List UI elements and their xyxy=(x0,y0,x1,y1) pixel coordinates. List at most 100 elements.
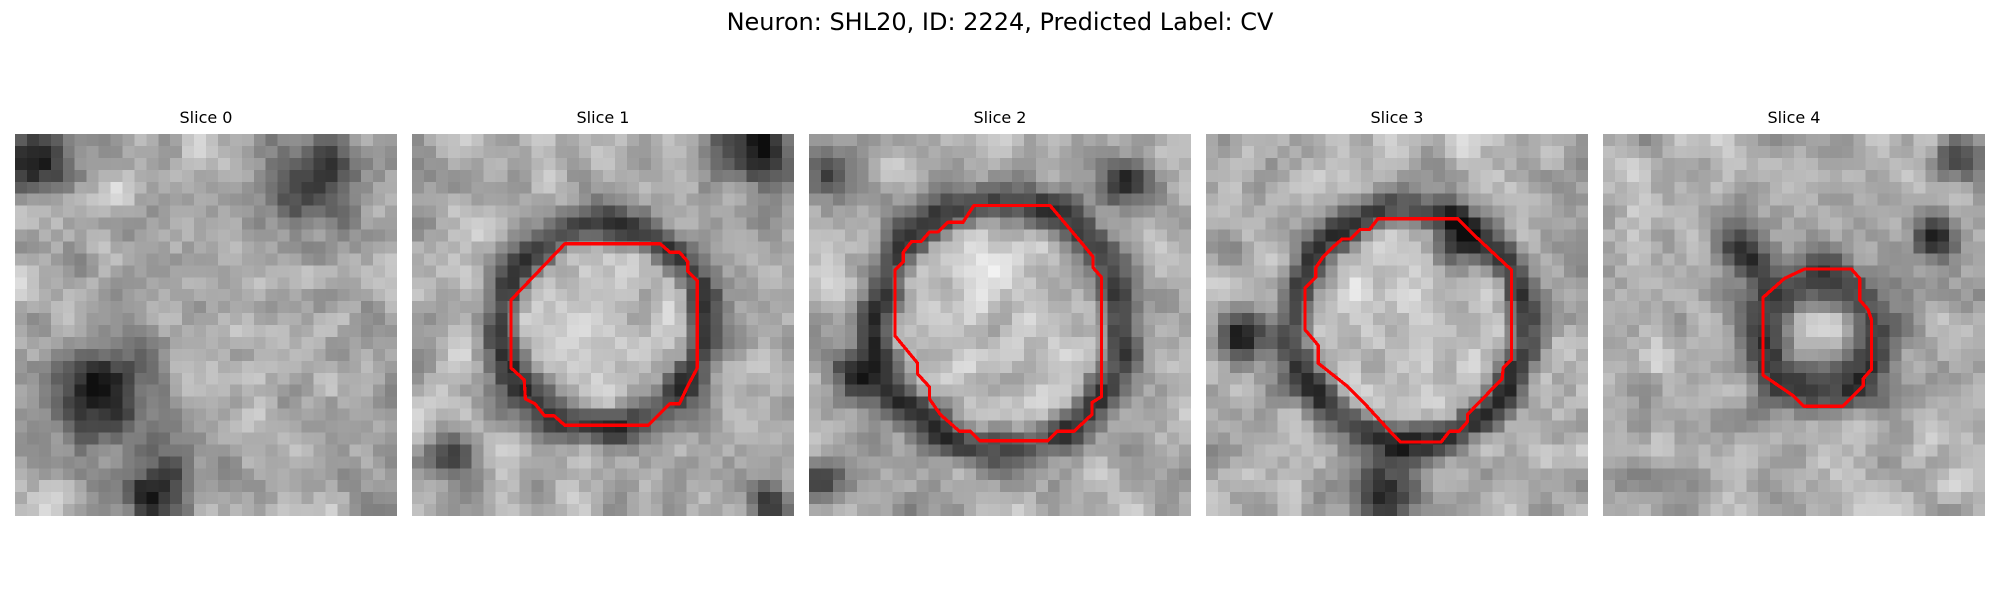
pixel xyxy=(638,277,651,290)
pixel xyxy=(892,348,905,362)
pixel xyxy=(253,408,266,421)
pixel xyxy=(531,504,544,516)
pixel xyxy=(146,193,159,206)
pixel xyxy=(591,229,604,242)
pixel xyxy=(110,348,123,362)
pixel xyxy=(1301,313,1314,326)
pixel xyxy=(1734,205,1747,218)
pixel xyxy=(1949,313,1962,326)
pixel xyxy=(1265,157,1278,171)
pixel xyxy=(1289,181,1302,194)
pixel xyxy=(253,480,266,493)
pixel xyxy=(206,289,219,302)
pixel xyxy=(1480,360,1493,373)
pixel xyxy=(373,241,386,254)
pixel xyxy=(1516,384,1529,397)
pixel xyxy=(50,408,63,421)
pixel xyxy=(1217,253,1231,266)
pixel xyxy=(241,229,254,242)
pixel xyxy=(1516,205,1529,218)
pixel xyxy=(373,325,386,338)
pixel xyxy=(1603,193,1616,206)
pixel xyxy=(1638,134,1651,147)
pixel xyxy=(758,217,771,230)
pixel xyxy=(50,336,63,350)
pixel xyxy=(782,432,794,445)
pixel xyxy=(1432,301,1445,314)
pixel xyxy=(1143,336,1156,350)
pixel xyxy=(86,468,99,481)
pixel xyxy=(579,468,592,481)
pixel xyxy=(722,289,735,302)
pixel xyxy=(856,253,869,266)
pixel xyxy=(301,348,314,362)
pixel xyxy=(832,157,846,171)
pixel xyxy=(1516,265,1529,278)
pixel xyxy=(1143,193,1156,206)
pixel xyxy=(734,408,747,421)
pixel xyxy=(385,157,397,171)
pixel xyxy=(1432,456,1445,469)
pixel xyxy=(98,408,111,421)
pixel xyxy=(1552,193,1565,206)
pixel xyxy=(1131,253,1144,266)
pixel xyxy=(722,468,735,481)
pixel xyxy=(519,348,532,362)
pixel xyxy=(86,145,99,159)
pixel xyxy=(1540,145,1553,159)
pixel xyxy=(1408,456,1422,469)
pixel xyxy=(1504,253,1517,266)
pixel xyxy=(241,241,254,254)
pixel xyxy=(916,265,929,278)
pixel xyxy=(459,265,472,278)
pixel xyxy=(1035,480,1048,493)
pixel xyxy=(1841,217,1854,230)
pixel xyxy=(495,360,508,373)
pixel xyxy=(868,360,881,373)
pixel xyxy=(832,325,846,338)
pixel xyxy=(928,468,941,481)
pixel xyxy=(1432,325,1445,338)
pixel xyxy=(782,217,794,230)
pixel xyxy=(1805,420,1819,433)
pixel xyxy=(361,313,374,326)
pixel xyxy=(1782,253,1795,266)
pixel xyxy=(1337,480,1350,493)
pixel xyxy=(1638,444,1651,457)
pixel xyxy=(988,492,1001,505)
pixel xyxy=(1961,229,1974,242)
pixel xyxy=(880,504,893,516)
pixel xyxy=(1794,348,1807,362)
pixel xyxy=(698,241,711,254)
pixel xyxy=(1023,265,1037,278)
pixel xyxy=(1949,420,1962,433)
pixel xyxy=(1817,205,1831,218)
pixel xyxy=(1456,325,1469,338)
pixel xyxy=(880,468,893,481)
pixel xyxy=(1817,444,1831,457)
pixel xyxy=(1626,396,1640,409)
pixel xyxy=(686,134,699,147)
pixel xyxy=(1794,372,1807,385)
pixel xyxy=(74,480,87,493)
pixel xyxy=(1229,217,1243,230)
pixel xyxy=(1023,313,1037,326)
pixel xyxy=(614,277,628,290)
pixel xyxy=(110,181,123,194)
pixel xyxy=(1337,492,1350,505)
pixel xyxy=(1023,360,1037,373)
pixel xyxy=(710,313,723,326)
pixel xyxy=(638,325,651,338)
pixel xyxy=(626,372,640,385)
pixel xyxy=(483,504,496,516)
pixel xyxy=(1817,169,1831,182)
pixel xyxy=(1325,157,1338,171)
pixel xyxy=(1516,420,1529,433)
pixel xyxy=(1119,313,1132,326)
slice-title-1: Slice 1 xyxy=(576,108,630,127)
pixel xyxy=(1877,229,1890,242)
pixel xyxy=(988,408,1001,421)
pixel xyxy=(1746,157,1759,171)
pixel xyxy=(770,193,783,206)
pixel xyxy=(1540,229,1553,242)
